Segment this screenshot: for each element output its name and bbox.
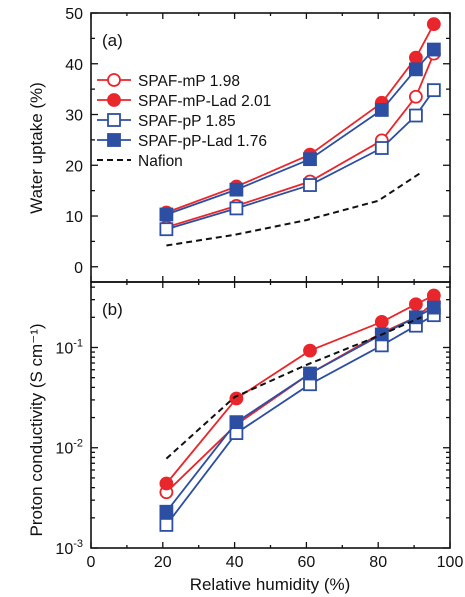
y-tick-label: 10-2 [55,438,83,458]
x-tick-label: 60 [298,554,316,571]
y-tick-label: 10-1 [55,337,83,357]
data-point-spaf-pp-lad-1-76 [303,152,317,167]
x-tick-label: 40 [226,554,244,571]
x-tick-label: 20 [154,554,172,571]
y-tick-label: 40 [65,57,83,74]
data-point-spaf-mp-lad-2-01 [374,314,389,329]
data-point-spaf-pp-lad-1-76 [374,103,389,117]
series-line-spaf-mp-1-98 [166,53,435,229]
legend-label-spaf-pp-lad-1-76: SPAF-pP-Lad 1.76 [138,133,267,150]
y-tick-label: 0 [74,260,83,277]
data-point-spaf-mp-lad-2-01 [229,391,244,406]
panel-label: (a) [102,31,123,50]
data-point-spaf-pp-lad-1-76 [229,415,244,430]
legend-marker-spaf-pp-lad-1-76 [107,133,121,147]
data-point-spaf-pp-lad-1-76 [303,366,317,381]
legend-label-spaf-mp-1-98: SPAF-mP 1.98 [138,73,240,90]
data-point-spaf-pp-lad-1-76 [229,182,244,197]
data-point-spaf-pp-lad-1-76 [408,62,423,77]
x-tick-label: 0 [87,554,96,571]
data-point-spaf-mp-1-98 [408,89,423,104]
legend-label-spaf-mp-lad-2-01: SPAF-mP-Lad 2.01 [138,93,271,110]
legend-marker-spaf-mp-1-98 [107,73,121,87]
data-point-spaf-mp-lad-2-01 [159,476,174,491]
data-point-spaf-mp-lad-2-01 [426,17,441,32]
y-tick-label: 50 [65,6,83,23]
panel-b-proton-conductivity: 0 20 40 60 80 100 10-3 10-2 10-1 (b) [55,281,464,571]
data-point-spaf-pp-1-85 [303,178,317,192]
data-point-spaf-pp-1-85 [408,108,423,123]
data-point-spaf-mp-lad-2-01 [408,50,423,65]
x-tick-label: 80 [369,554,387,571]
plot-frame-b [90,281,451,549]
series-line-spaf-mp-lad-2-01 [165,294,435,485]
data-point-spaf-pp-lad-1-76 [426,42,441,57]
panel-label: (b) [102,300,123,319]
panel-a-y-axis-label: Water uptake (%) [27,82,46,214]
y-tick-label: 30 [65,108,83,125]
legend-marker-spaf-pp-1-85 [107,113,121,127]
series-line-nafion [165,316,422,460]
data-point-spaf-mp-lad-2-01 [426,288,441,303]
y-tick-label: 10 [65,209,83,226]
data-point-spaf-pp-lad-1-76 [159,504,174,519]
x-tick-label: 100 [437,554,464,571]
legend-label-spaf-pp-1-85: SPAF-pP 1.85 [138,113,236,130]
data-point-spaf-pp-lad-1-76 [426,300,441,315]
series-line-spaf-pp-1-85 [165,314,435,526]
series-line-spaf-mp-1-98 [165,302,435,493]
data-point-spaf-pp-1-85 [159,222,174,237]
x-axis-label: Relative humidity (%) [190,575,351,594]
data-point-spaf-pp-1-85 [229,201,244,216]
data-point-spaf-mp-lad-2-01 [303,343,317,358]
panel-b-y-axis-label: Proton conductivity (S cm⁻¹) [27,323,46,536]
y-tick-label: 10-3 [55,538,83,558]
panel-a-water-uptake: 0 10 20 30 40 50 (a) SPAF-mP 1.98 SPAF-mP-Lad 2.… [65,6,451,283]
data-point-spaf-pp-1-85 [426,83,441,98]
data-point-spaf-mp-lad-2-01 [408,297,423,312]
y-tick-label: 20 [65,158,83,175]
series-line-nafion [166,171,422,247]
data-point-spaf-pp-lad-1-76 [159,207,174,222]
legend-label-nafion: Nafion [138,153,183,170]
data-point-spaf-pp-1-85 [159,517,174,532]
legend-marker-spaf-mp-lad-2-01 [107,93,121,107]
legend: SPAF-mP 1.98 SPAF-mP-Lad 2.01 SPAF-pP 1.85… [97,73,271,170]
data-point-spaf-pp-1-85 [374,141,389,155]
